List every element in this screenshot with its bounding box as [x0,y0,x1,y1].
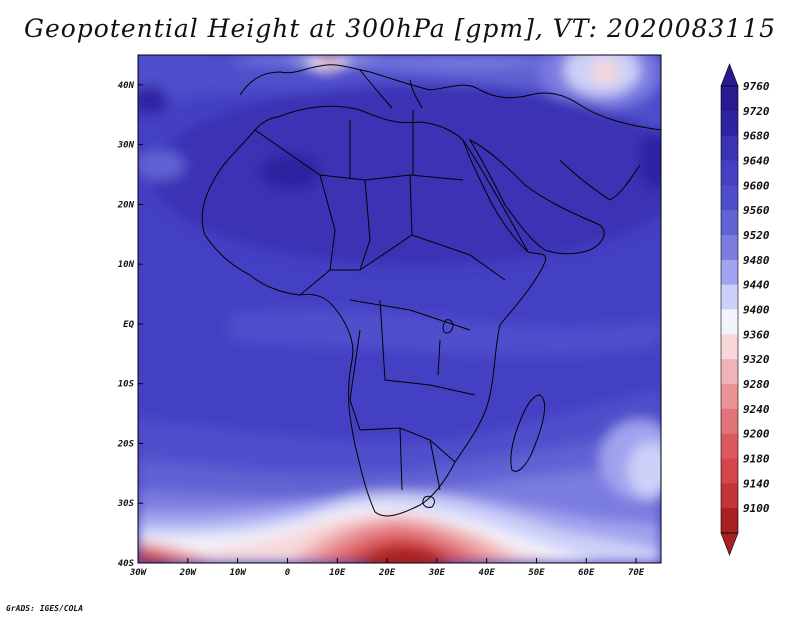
x-tick-label: 30W [129,568,148,578]
y-tick-label: 30S [117,499,135,509]
colorbar-label: 9640 [743,155,770,168]
colorbar-swatch [721,259,738,286]
colorbar-label: 9360 [743,328,770,341]
colorbar-label: 9680 [743,130,770,143]
colorbar-label: 9400 [743,304,770,317]
height-field [138,55,661,563]
colorbar-swatch [721,508,738,534]
coastlines-and-borders [201,64,661,517]
colorbar-swatch [721,359,738,385]
colorbar-label: 9100 [743,502,770,515]
y-tick-label: 20S [117,439,135,449]
border-2 [319,110,414,271]
colorbar-label: 9560 [743,204,770,217]
colorbar-swatch [721,284,738,310]
map-title: Geopotential Height at 300hPa [gpm], VT:… [23,14,777,43]
map-frame [137,54,662,564]
colorbar-top-arrow [720,63,739,87]
red-sea [462,139,529,253]
colorbar-label: 9180 [743,453,770,466]
y-tick-label: 10S [118,380,135,390]
x-tick-label: 10E [329,568,346,578]
africa-coastline [201,105,547,517]
y-tick-label: 40S [118,559,135,569]
colorbar-label: 9600 [743,179,770,192]
colorbar-swatch [721,86,738,112]
colorbar-swatch [721,210,738,236]
arabian-peninsula [468,138,605,255]
europe-coast [239,64,661,131]
colorbar-label: 9720 [743,105,770,118]
y-tick-label: EQ [123,320,134,330]
colorbar-swatch [721,135,738,161]
colorbar-swatch [721,458,738,484]
x-tick-label: 30E [428,568,446,578]
colorbar-swatch [721,185,738,211]
y-tick-label: 10N [118,260,135,270]
colorbar-label: 9440 [743,279,770,292]
colorbar-label: 9760 [743,80,770,93]
colorbar-swatch [721,160,738,186]
grads-credit: GrADS: IGES/COLA [6,604,84,613]
border-4 [349,299,476,431]
colorbar-label: 9240 [743,403,770,416]
colorbar-swatch [721,334,738,360]
x-tick-label: 20W [179,568,198,578]
colorbar-swatch [721,110,738,137]
x-tick-label: 60E [578,568,595,578]
colorbar-label: 9520 [743,229,770,242]
colorbar-label: 9140 [743,477,770,490]
x-tick-label: 0 [285,568,291,578]
x-tick-label: 50E [528,568,545,578]
colorbar-swatch [721,309,738,335]
colorbar-label: 9480 [743,254,770,267]
colorbar-frame [720,85,739,534]
colorbar-swatch [721,235,738,261]
persian-gulf [559,159,641,201]
x-tick-label: 70E [628,568,645,578]
colorbar-bottom-arrow [720,532,739,556]
border-5 [359,427,456,491]
colorbar-swatch [721,408,738,435]
axis-ticks: 30W 20W 10W 0 10E 20E 30E 40E 50E 60E 70E 40N 30N 20N… [117,81,645,578]
y-tick-label: 30N [117,141,135,151]
great-lakes [437,319,454,376]
x-tick-label: 40E [479,568,496,578]
x-tick-label: 20E [378,568,396,578]
y-tick-label: 40N [118,81,135,91]
colorbar-label: 9320 [743,353,770,366]
colorbar-swatch [721,433,738,459]
lesotho [422,495,435,508]
colorbar-swatch [721,384,738,410]
italy [359,69,393,109]
colorbar-swatch [721,483,738,509]
x-tick-label: 10W [229,568,247,578]
border-3 [299,234,506,296]
y-tick-label: 20N [117,200,135,210]
colorbar: 9760 9720 9680 9640 9600 9560 9520 9480 9440 9400… [720,63,770,556]
colorbar-label: 9280 [743,378,770,391]
greece [409,79,423,109]
colorbar-label: 9200 [743,428,770,441]
madagascar [510,394,546,472]
